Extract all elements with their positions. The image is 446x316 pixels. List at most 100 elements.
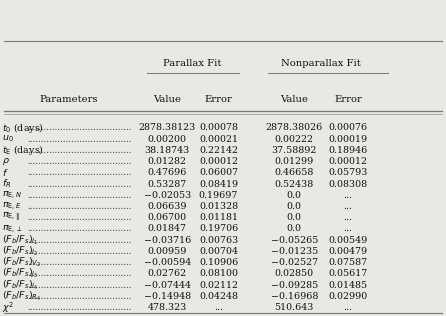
Text: $\pi_{{\rm E},\|}$: $\pi_{{\rm E},\|}$ xyxy=(2,211,20,224)
Text: −0.00594: −0.00594 xyxy=(144,258,191,267)
Text: 0.06700: 0.06700 xyxy=(148,213,187,222)
Text: 0.18946: 0.18946 xyxy=(328,146,368,155)
Text: 0.01299: 0.01299 xyxy=(275,157,314,166)
Text: 0.0: 0.0 xyxy=(287,191,302,200)
Text: ......................................: ...................................... xyxy=(27,135,132,144)
Text: 0.00021: 0.00021 xyxy=(199,135,238,144)
Text: ...: ... xyxy=(343,202,352,211)
Text: 0.01282: 0.01282 xyxy=(148,157,187,166)
Text: 0.10906: 0.10906 xyxy=(199,258,238,267)
Text: ...: ... xyxy=(343,213,352,222)
Text: Error: Error xyxy=(334,95,362,104)
Text: −0.03716: −0.03716 xyxy=(144,236,191,245)
Text: ......................................: ...................................... xyxy=(27,258,132,267)
Text: $\pi_{{\rm E},E}$: $\pi_{{\rm E},E}$ xyxy=(2,201,22,212)
Text: −0.09285: −0.09285 xyxy=(271,281,318,289)
Text: 0.08100: 0.08100 xyxy=(199,269,238,278)
Text: $\chi^2$: $\chi^2$ xyxy=(2,300,14,315)
Text: $t_{\rm E}$ (days): $t_{\rm E}$ (days) xyxy=(2,143,44,157)
Text: 478.323: 478.323 xyxy=(148,303,187,312)
Text: −0.14948: −0.14948 xyxy=(144,292,191,301)
Text: $(F_b/F_s)_{V_2}$: $(F_b/F_s)_{V_2}$ xyxy=(2,256,41,269)
Text: −0.02527: −0.02527 xyxy=(271,258,318,267)
Text: Parameters: Parameters xyxy=(40,95,99,104)
Text: $f_R$: $f_R$ xyxy=(2,178,12,190)
Text: 0.00704: 0.00704 xyxy=(199,247,238,256)
Text: 0.01328: 0.01328 xyxy=(199,202,238,211)
Text: ......................................: ...................................... xyxy=(27,292,132,301)
Text: Error: Error xyxy=(205,95,232,104)
Text: 0.00222: 0.00222 xyxy=(275,135,314,144)
Text: Value: Value xyxy=(281,95,308,104)
Text: ...: ... xyxy=(343,191,352,200)
Text: ......................................: ...................................... xyxy=(27,191,132,200)
Text: 0.06639: 0.06639 xyxy=(148,202,187,211)
Text: −0.05265: −0.05265 xyxy=(271,236,318,245)
Text: 0.05793: 0.05793 xyxy=(328,168,368,177)
Text: 0.46658: 0.46658 xyxy=(275,168,314,177)
Text: $(F_b/F_s)_{I_2}$: $(F_b/F_s)_{I_2}$ xyxy=(2,245,38,258)
Text: ...: ... xyxy=(214,303,223,312)
Text: ......................................: ...................................... xyxy=(27,213,132,222)
Text: 0.02762: 0.02762 xyxy=(148,269,187,278)
Text: 0.02112: 0.02112 xyxy=(199,281,238,289)
Text: ......................................: ...................................... xyxy=(27,281,132,289)
Text: $\pi_{{\rm E},\perp}$: $\pi_{{\rm E},\perp}$ xyxy=(2,223,23,235)
Text: $(F_b/F_s)_{R_4}$: $(F_b/F_s)_{R_4}$ xyxy=(2,289,41,303)
Text: 0.08308: 0.08308 xyxy=(328,179,368,189)
Text: $u_0$: $u_0$ xyxy=(2,134,14,144)
Text: $(F_b/F_s)_{I_1}$: $(F_b/F_s)_{I_1}$ xyxy=(2,234,38,247)
Text: 0.02990: 0.02990 xyxy=(328,292,368,301)
Text: 38.18743: 38.18743 xyxy=(145,146,190,155)
Text: 0.05617: 0.05617 xyxy=(328,269,368,278)
Text: 0.00959: 0.00959 xyxy=(148,247,187,256)
Text: 0.52438: 0.52438 xyxy=(275,179,314,189)
Text: 0.00549: 0.00549 xyxy=(328,236,368,245)
Text: 0.47696: 0.47696 xyxy=(148,168,187,177)
Text: 2878.38026: 2878.38026 xyxy=(266,124,323,132)
Text: ......................................: ...................................... xyxy=(27,168,132,177)
Text: −0.16968: −0.16968 xyxy=(271,292,318,301)
Text: 510.643: 510.643 xyxy=(275,303,314,312)
Text: ......................................: ...................................... xyxy=(27,303,132,312)
Text: $\rho$: $\rho$ xyxy=(2,156,10,167)
Text: −0.07444: −0.07444 xyxy=(144,281,191,289)
Text: $(F_b/F_s)_{J_3}$: $(F_b/F_s)_{J_3}$ xyxy=(2,267,38,280)
Text: ......................................: ...................................... xyxy=(27,157,132,166)
Text: 0.19706: 0.19706 xyxy=(199,224,238,234)
Text: $t_0$ (days): $t_0$ (days) xyxy=(2,121,44,135)
Text: ......................................: ...................................... xyxy=(27,224,132,234)
Text: ...: ... xyxy=(343,224,352,234)
Text: $(F_b/F_s)_{I_4}$: $(F_b/F_s)_{I_4}$ xyxy=(2,278,39,292)
Text: 0.01485: 0.01485 xyxy=(328,281,368,289)
Text: ......................................: ...................................... xyxy=(27,236,132,245)
Text: 2878.38123: 2878.38123 xyxy=(139,124,196,132)
Text: ......................................: ...................................... xyxy=(27,179,132,189)
Text: ......................................: ...................................... xyxy=(27,124,132,132)
Text: 0.0: 0.0 xyxy=(287,202,302,211)
Text: ......................................: ...................................... xyxy=(27,247,132,256)
Text: 0.01847: 0.01847 xyxy=(148,224,187,234)
Text: 0.01181: 0.01181 xyxy=(199,213,238,222)
Text: ......................................: ...................................... xyxy=(27,269,132,278)
Text: 0.00012: 0.00012 xyxy=(199,157,238,166)
Text: Parallax Fit: Parallax Fit xyxy=(164,59,222,68)
Text: 0.53287: 0.53287 xyxy=(148,179,187,189)
Text: ...: ... xyxy=(343,303,352,312)
Text: 0.00479: 0.00479 xyxy=(328,247,368,256)
Text: 0.00078: 0.00078 xyxy=(199,124,238,132)
Text: ......................................: ...................................... xyxy=(27,146,132,155)
Text: −0.02053: −0.02053 xyxy=(144,191,191,200)
Text: 0.07587: 0.07587 xyxy=(328,258,368,267)
Text: 0.00200: 0.00200 xyxy=(148,135,187,144)
Text: 0.00012: 0.00012 xyxy=(328,157,368,166)
Text: 0.0: 0.0 xyxy=(287,224,302,234)
Text: 0.06007: 0.06007 xyxy=(199,168,238,177)
Text: Nonparallax Fit: Nonparallax Fit xyxy=(281,59,361,68)
Text: 0.22142: 0.22142 xyxy=(199,146,238,155)
Text: 0.00076: 0.00076 xyxy=(328,124,368,132)
Text: 0.08419: 0.08419 xyxy=(199,179,238,189)
Text: 0.0: 0.0 xyxy=(287,213,302,222)
Text: −0.01235: −0.01235 xyxy=(271,247,318,256)
Text: $f$: $f$ xyxy=(2,167,9,178)
